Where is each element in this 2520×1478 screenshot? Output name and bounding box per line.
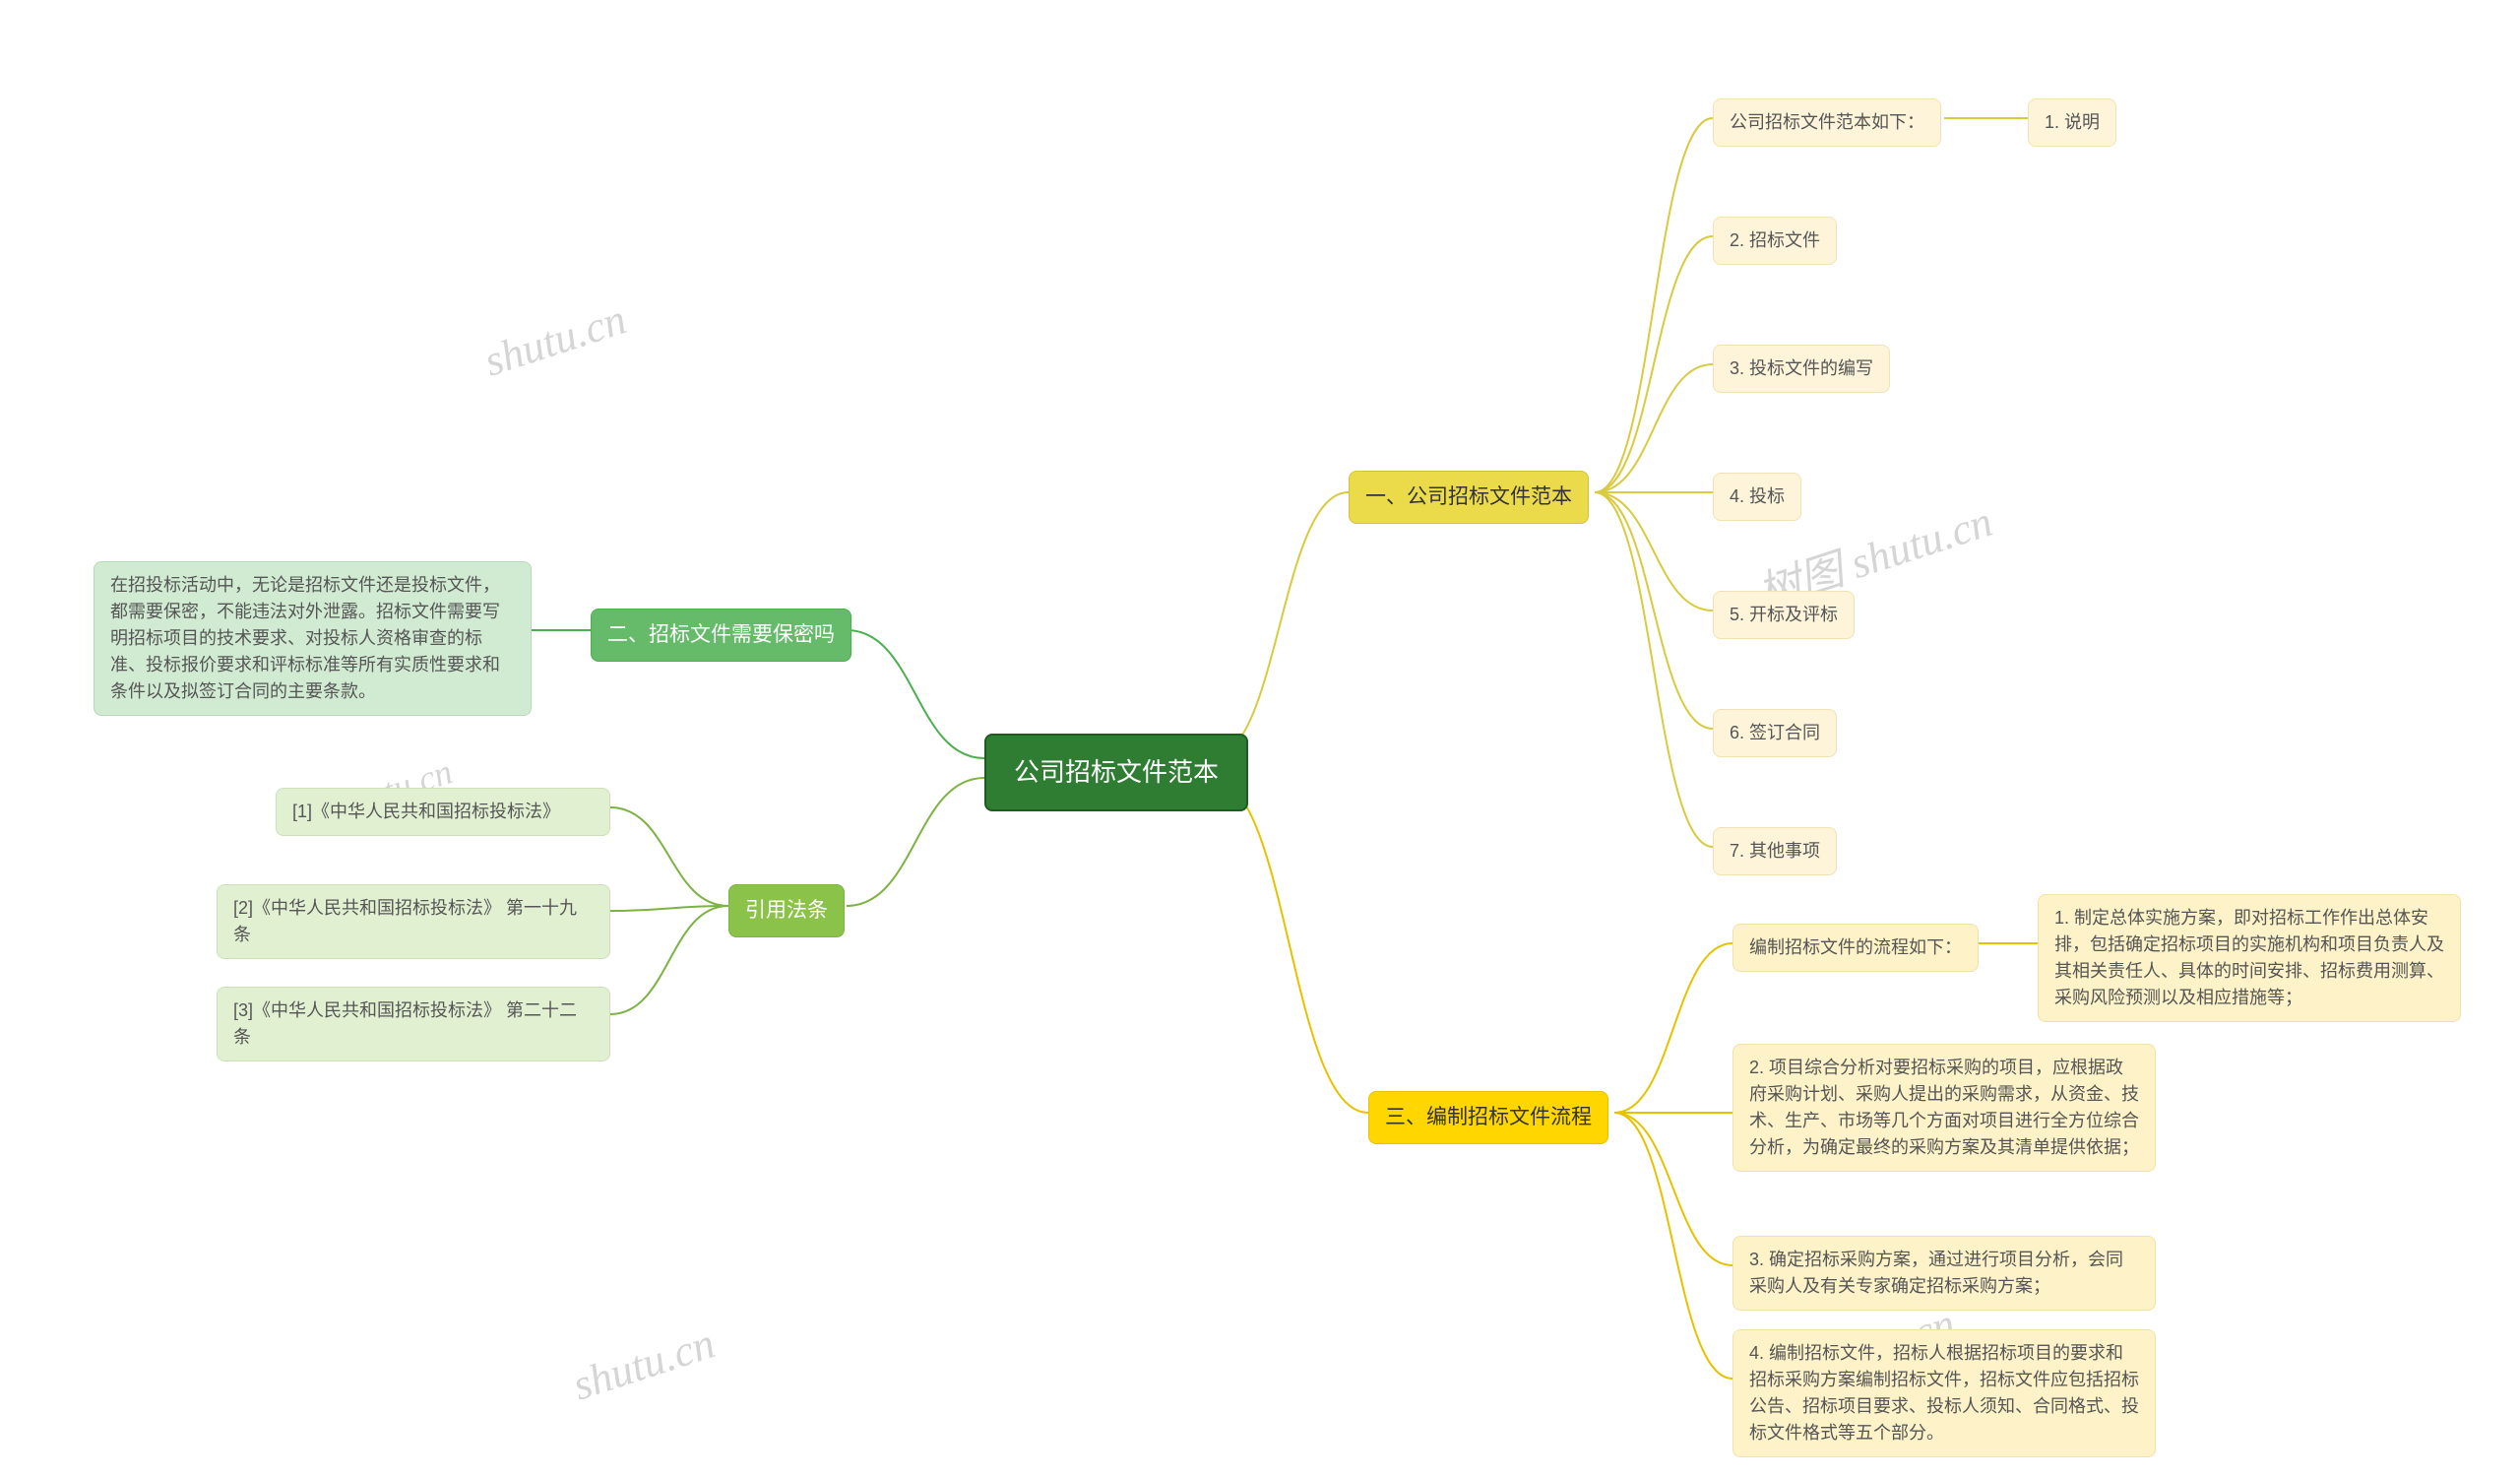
branch-2-child-1: 2. 项目综合分析对要招标采购的项目，应根据政府采购计划、采购人提出的采购需求，… [1732,1044,2156,1172]
branch-2-child-3: 4. 编制招标文件，招标人根据招标项目的要求和招标采购方案编制招标文件，招标文件… [1732,1329,2156,1457]
watermark: shutu.cn [478,293,632,386]
branch-3: 二、招标文件需要保密吗 [591,609,851,662]
watermark: shutu.cn [567,1317,721,1410]
branch-1-child-0-grandchild: 1. 说明 [2028,98,2116,147]
branch-2-child-0-grandchild: 1. 制定总体实施方案，即对招标工作作出总体安排，包括确定招标项目的实施机构和项… [2038,894,2461,1022]
branch-1-child-3: 4. 投标 [1713,473,1801,521]
branch-2: 三、编制招标文件流程 [1368,1091,1608,1144]
branch-1-child-0: 公司招标文件范本如下： [1713,98,1941,147]
branch-2-child-0: 编制招标文件的流程如下： [1732,924,1979,972]
branch-1: 一、公司招标文件范本 [1349,471,1589,524]
root-node: 公司招标文件范本 [984,734,1248,811]
branch-4-child-0: [1]《中华人民共和国招标投标法》 [276,788,610,836]
branch-4: 引用法条 [728,884,845,937]
branch-1-child-5: 6. 签订合同 [1713,709,1837,757]
branch-1-child-4: 5. 开标及评标 [1713,591,1855,639]
branch-2-child-2: 3. 确定招标采购方案，通过进行项目分析，会同采购人及有关专家确定招标采购方案； [1732,1236,2156,1311]
branch-3-child-0: 在招投标活动中，无论是招标文件还是投标文件，都需要保密，不能违法对外泄露。招标文… [94,561,532,716]
branch-1-child-1: 2. 招标文件 [1713,217,1837,265]
branch-1-child-6: 7. 其他事项 [1713,827,1837,875]
branch-4-child-1: [2]《中华人民共和国招标投标法》 第一十九条 [217,884,610,959]
branch-4-child-2: [3]《中华人民共和国招标投标法》 第二十二条 [217,987,610,1061]
branch-1-child-2: 3. 投标文件的编写 [1713,345,1890,393]
